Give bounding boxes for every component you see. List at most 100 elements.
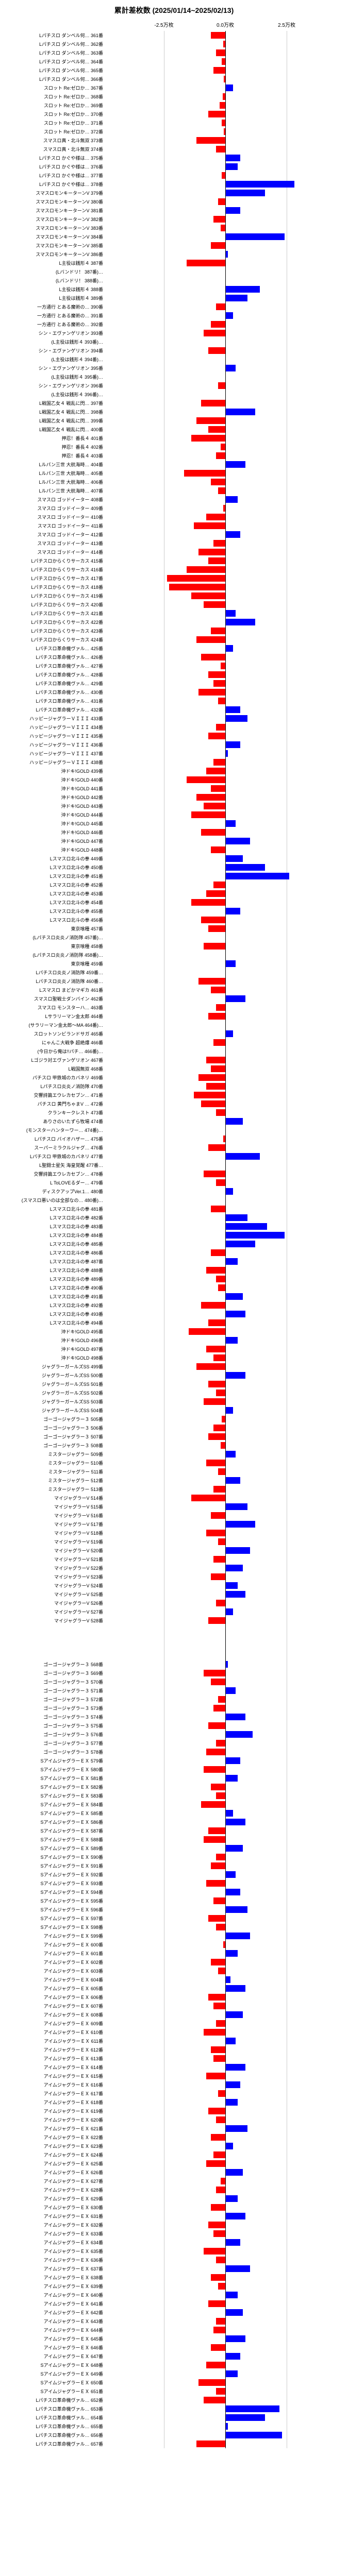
bar — [201, 1302, 226, 1309]
machine-label: マイジャグラーV 527番 — [0, 1608, 103, 1615]
machine-label: アイムジャグラーＥＸ 624番 — [0, 2151, 103, 2158]
machine-label: 沖ドキ!GOLD 447番 — [0, 838, 103, 844]
machine-label: ゴーゴージャグラー３ 571番 — [0, 1687, 103, 1694]
machine-label: SアイムジャグラーＥＸ 595番 — [0, 1897, 103, 1904]
bar — [211, 1959, 226, 1965]
machine-label: Lルパン三世 大航海時… 404番 — [0, 461, 103, 468]
data-row: ありさのいたずら牧場 474番 — [0, 1117, 348, 1126]
bar — [211, 2204, 226, 2211]
bar — [213, 1897, 226, 1904]
machine-label: アイムジャグラーＥＸ 614番 — [0, 2064, 103, 2071]
machine-label: Lスマスロ北斗の拳 450番 — [0, 864, 103, 871]
machine-label: マイジャグラーV 523番 — [0, 1573, 103, 1580]
bar — [206, 1057, 226, 1063]
bar — [226, 1337, 238, 1344]
data-row: アイムジャグラーＥＸ 621番 — [0, 2124, 348, 2133]
data-row: Lパチスロ革命機ヴァル… 432番 — [0, 705, 348, 714]
machine-label: SアイムジャグラーＥＸ 581番 — [0, 1775, 103, 1782]
bar — [211, 846, 226, 853]
bar — [191, 592, 226, 599]
machine-label: Lパチスロ革命機ヴァル… 655番 — [0, 2423, 103, 2430]
data-row: SアイムジャグラーＥＸ 595番 — [0, 1896, 348, 1905]
data-row: 沖ドキ!GOLD 442番 — [0, 793, 348, 802]
data-row: アイムジャグラーＥＸ 620番 — [0, 2115, 348, 2124]
machine-label: アイムジャグラーＥＸ 615番 — [0, 2073, 103, 2079]
tick-pos: 2.5万枚 — [278, 21, 295, 28]
bar — [196, 2441, 226, 2447]
machine-label: L主役は銭形４ 387番 — [0, 260, 103, 266]
data-row: ミスタージャグラー 511番 — [0, 1467, 348, 1476]
data-row: アイムジャグラーＥＸ 647番 — [0, 2352, 348, 2361]
bar — [206, 1749, 226, 1755]
data-row: ゴーゴージャグラー３ 578番 — [0, 1748, 348, 1756]
bar — [211, 1249, 226, 1256]
bar — [226, 531, 241, 538]
bar — [226, 1451, 236, 1458]
data-row: Lパチスロからくりサーカス 418番 — [0, 583, 348, 591]
bar — [226, 2370, 238, 2377]
data-row: Lパチスロからくりサーカス 416番 — [0, 565, 348, 574]
data-row: ゴーゴージャグラー３ 507番 — [0, 1432, 348, 1441]
bar — [226, 2309, 243, 2316]
data-row: 交響詩篇エウレカセブン… 478番 — [0, 1170, 348, 1178]
bar — [226, 1188, 233, 1195]
machine-label: SアイムジャグラーＥＸ 598番 — [0, 1924, 103, 1930]
data-row: SアイムジャグラーＥＸ 591番 — [0, 1861, 348, 1870]
bar — [208, 1915, 225, 1922]
bar — [204, 330, 226, 336]
machine-label: ミスタージャグラー 513番 — [0, 1486, 103, 1493]
data-row: スロット Re:ゼロか… 371番 — [0, 118, 348, 127]
machine-label: マイジャグラーV 515番 — [0, 1503, 103, 1510]
machine-label: マイジャグラーV 524番 — [0, 1582, 103, 1589]
machine-label: アイムジャグラーＥＸ 629番 — [0, 2195, 103, 2202]
data-row: 押忍！番長４ 401番 — [0, 434, 348, 443]
machine-label: Lパチスロ革命機ヴァル… 657番 — [0, 2441, 103, 2447]
bar — [218, 1696, 225, 1703]
bar — [226, 2169, 243, 2176]
bar — [226, 1608, 233, 1615]
bar — [198, 549, 225, 555]
machine-label: アイムジャグラーＥＸ 606番 — [0, 1994, 103, 2001]
machine-label: アイムジャグラーＥＸ 612番 — [0, 2046, 103, 2053]
machine-label: SアイムジャグラーＥＸ 592番 — [0, 1871, 103, 1878]
data-row: L戦国無双 468番 — [0, 1064, 348, 1073]
machine-label: アイムジャグラーＥＸ 611番 — [0, 2038, 103, 2044]
machine-label: マイジャグラーV 520番 — [0, 1547, 103, 1554]
bar — [204, 943, 226, 950]
machine-label: (L主役は銭形４ 393番)… — [0, 338, 103, 345]
data-row: アイムジャグラーＥＸ 624番 — [0, 2150, 348, 2159]
bar — [208, 2222, 225, 2228]
data-row: シン・エヴァンゲリオン 395番 — [0, 364, 348, 372]
chart-title: 累計差枚数 (2025/01/14~2025/02/13) — [0, 0, 348, 21]
data-row: SアイムジャグラーＥＸ 598番 — [0, 1923, 348, 1931]
data-row: スロット Re:ゼロか… 368番 — [0, 92, 348, 101]
machine-label: Lルパン三世 大航海時… 407番 — [0, 487, 103, 494]
data-row: アイムジャグラーＥＸ 605番 — [0, 1984, 348, 1993]
data-row: Lパチスロ かぐや様は… 375番 — [0, 154, 348, 162]
data-row: L主役は銭形４ 387番 — [0, 259, 348, 267]
data-row: SアイムジャグラーＥＸ 583番 — [0, 1791, 348, 1800]
bar — [211, 242, 226, 249]
data-row: Lパチスロからくりサーカス 415番 — [0, 556, 348, 565]
bar — [196, 794, 226, 801]
data-row: SアイムジャグラーＥＸ 581番 — [0, 1774, 348, 1783]
data-row: ハッピージャグラーＶＩＩＩ 436番 — [0, 740, 348, 749]
bar — [226, 1871, 236, 1878]
data-row: アイムジャグラーＥＸ 638番 — [0, 2273, 348, 2282]
bar — [206, 2362, 226, 2368]
bar — [226, 1687, 236, 1694]
machine-label: (スマスロ悪いのは全部なの… 480番)… — [0, 1197, 103, 1204]
data-row: Lパチスロ ダンベル何… 363番 — [0, 48, 348, 57]
data-row: Lスマスロ北斗の拳 455番 — [0, 907, 348, 916]
data-row: L ToLOVEるダー… 479番 — [0, 1178, 348, 1187]
data-row: ゴーゴージャグラー３ 570番 — [0, 1677, 348, 1686]
data-row — [0, 1625, 348, 1634]
machine-label: Lパチスロからくりサーカス 423番 — [0, 628, 103, 634]
data-row: マイジャグラーV 526番 — [0, 1599, 348, 1607]
data-row: シン・エヴァンゲリオン 394番 — [0, 346, 348, 355]
data-row: マイジャグラーV 517番 — [0, 1520, 348, 1529]
bar — [206, 514, 226, 520]
data-row: スーパーミラクルジャグ… 476番 — [0, 1143, 348, 1152]
machine-label: Lスマスロ北斗の拳 452番 — [0, 882, 103, 888]
bar — [216, 1924, 226, 1930]
